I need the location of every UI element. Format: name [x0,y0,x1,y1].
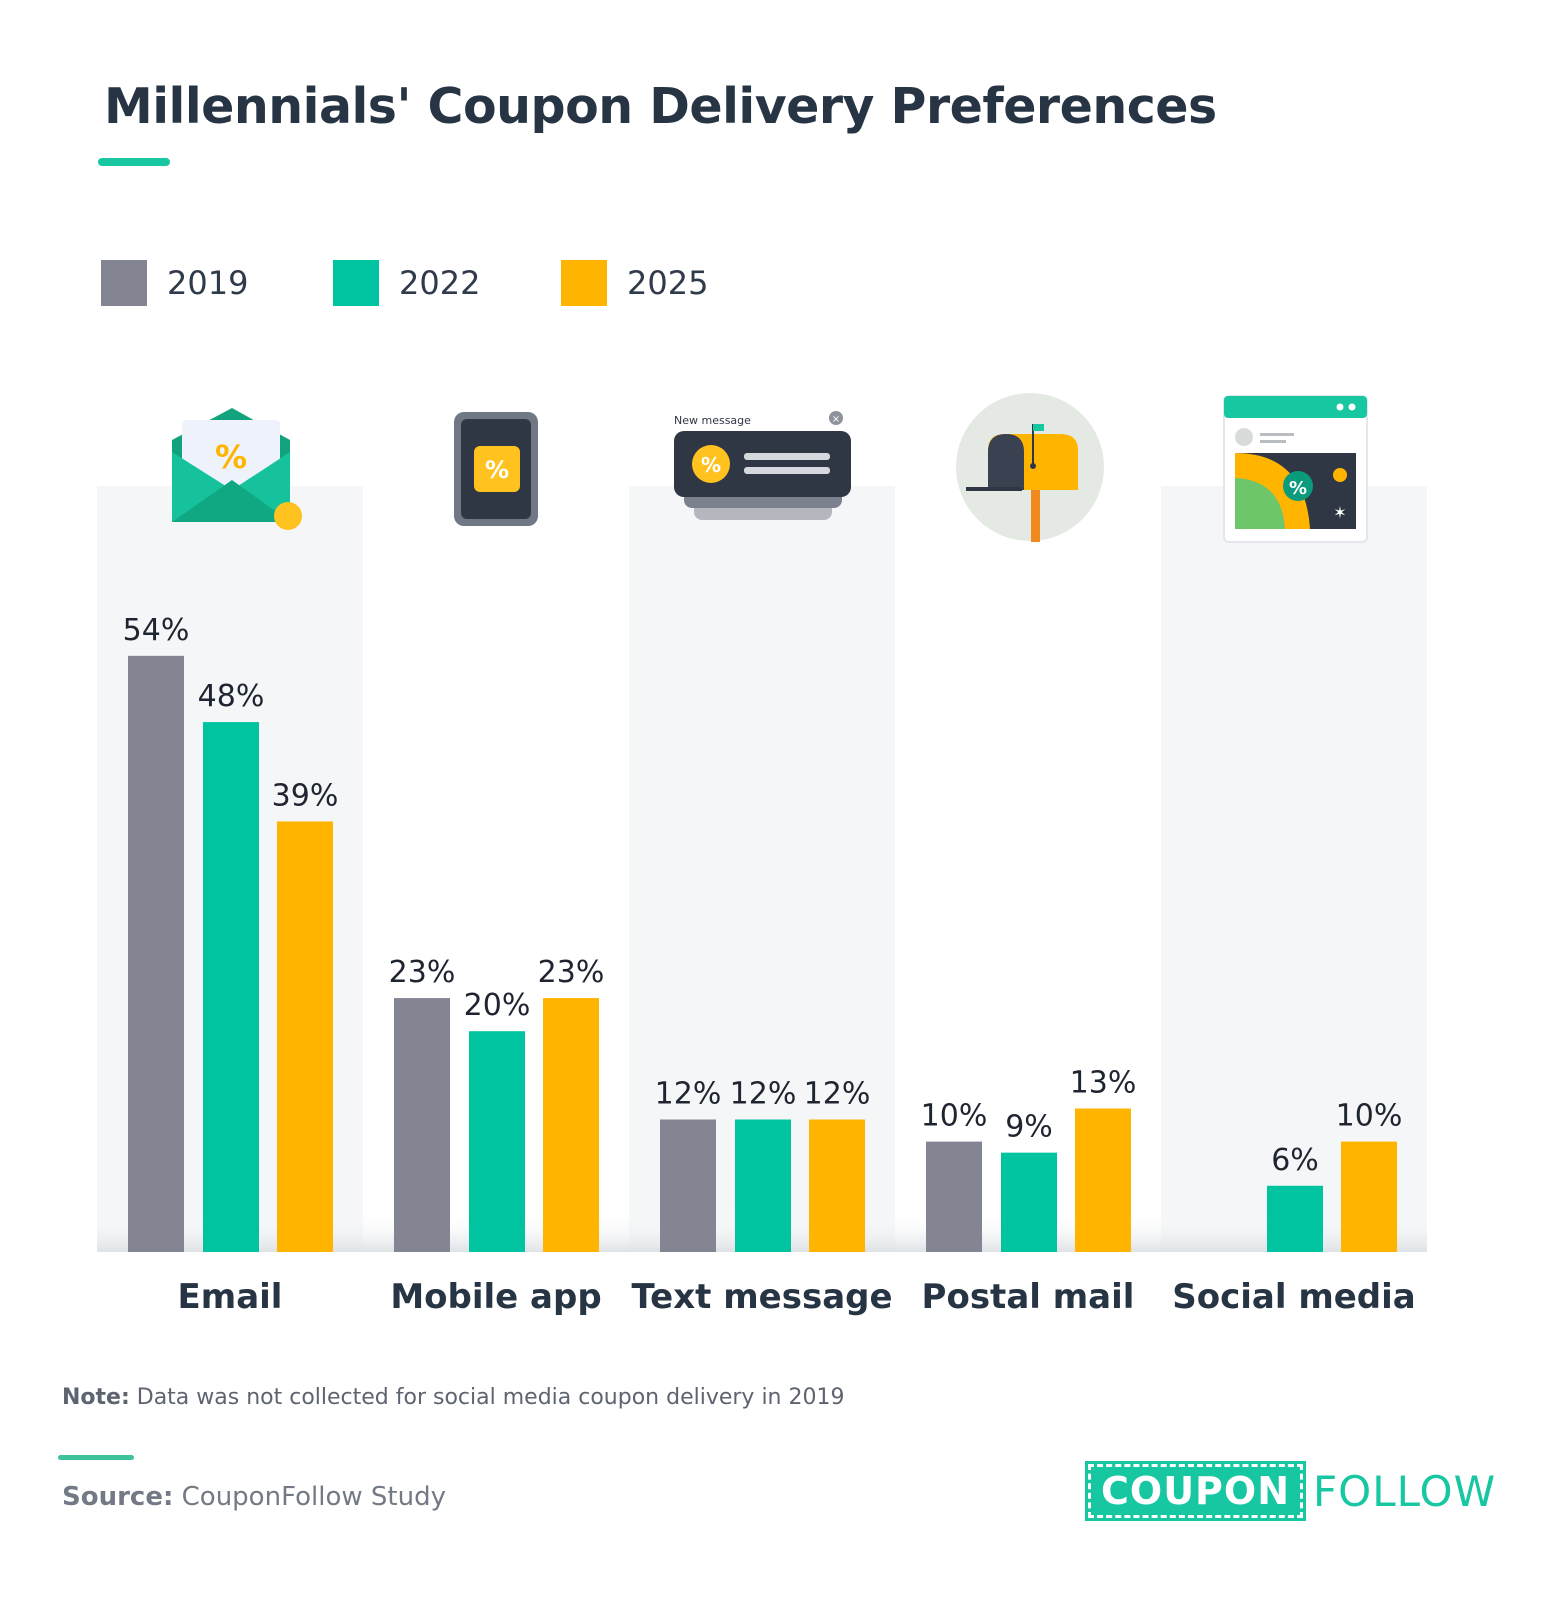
social-post-icon: % ✶ [1223,395,1368,543]
value-label-postal-mail-2019: 10% [921,1099,988,1134]
bar-social-media-2025 [1341,1141,1397,1252]
bar-postal-mail-2019 [926,1141,982,1252]
bar-email-2019 [128,655,184,1252]
category-label-social-media: Social media [1172,1277,1416,1317]
message-percent-text: % [701,453,721,477]
mailbox-icon [956,393,1104,542]
bar-text-message-2022 [735,1119,791,1252]
legend-label-2025: 2025 [627,264,709,302]
legend-swatch-2019 [101,260,147,306]
bar-text-message-2019 [660,1119,716,1252]
value-label-social-media-2025: 10% [1336,1099,1403,1134]
legend-item-2025: 2025 [561,260,708,306]
legend-label-2019: 2019 [167,264,249,302]
value-label-mobile-app-2022: 20% [464,988,531,1023]
logo-coupon-text: COUPON [1084,1461,1307,1521]
envelope-percent-text: % [215,438,247,476]
category-label-postal-mail: Postal mail [922,1277,1135,1317]
phone-coupon-icon: % [454,412,538,526]
category-label-text-message: Text message [631,1277,892,1317]
footnote: Note: Data was not collected for social … [62,1385,844,1410]
value-label-email-2022: 48% [198,679,265,714]
new-message-text: New message [674,414,751,427]
value-label-social-media-2022: 6% [1271,1143,1319,1178]
value-label-email-2019: 54% [123,613,190,648]
note-prefix: Note: [62,1385,130,1410]
value-label-email-2025: 39% [272,778,339,813]
legend-swatch-2025 [561,260,607,306]
category-panel-social-media [1161,486,1427,1252]
value-label-mobile-app-2025: 23% [538,955,605,990]
logo-follow-text: FOLLOW [1313,1466,1497,1516]
svg-text:✶: ✶ [1333,503,1346,522]
chart-title: Millennials' Coupon Delivery Preferences [104,78,1217,135]
legend-item-2019: 2019 [101,260,248,306]
phone-percent-text: % [485,456,509,484]
legend-swatch-2022 [333,260,379,306]
bar-postal-mail-2022 [1001,1152,1057,1252]
bar-social-media-2022 [1267,1185,1323,1252]
note-divider [58,1455,134,1460]
source-prefix: Source: [62,1482,174,1512]
text-message-coupon-icon: New message × % [674,411,851,520]
note-text: Data was not collected for social media … [129,1385,845,1410]
bar-text-message-2025 [809,1119,865,1252]
envelope-coupon-icon: % [172,408,302,530]
value-label-postal-mail-2022: 9% [1005,1110,1053,1145]
title-underline [98,158,170,166]
couponfollow-logo: COUPON FOLLOW [1084,1461,1497,1521]
bar-mobile-app-2025 [543,998,599,1252]
source-line: Source: CouponFollow Study [62,1482,446,1512]
bar-email-2022 [203,722,259,1252]
value-label-text-message-2019: 12% [655,1077,722,1112]
legend-item-2022: 2022 [333,260,480,306]
legend-label-2022: 2022 [399,264,481,302]
source-text: CouponFollow Study [173,1482,446,1512]
bar-mobile-app-2019 [394,998,450,1252]
value-label-mobile-app-2019: 23% [389,955,456,990]
bar-email-2025 [277,821,333,1252]
category-label-email: Email [178,1277,283,1317]
category-label-mobile-app: Mobile app [390,1277,601,1317]
bar-postal-mail-2025 [1075,1108,1131,1252]
value-label-postal-mail-2025: 13% [1070,1065,1137,1100]
bar-mobile-app-2022 [469,1031,525,1252]
svg-text:×: × [832,414,840,425]
value-label-text-message-2022: 12% [730,1077,797,1112]
value-label-text-message-2025: 12% [804,1077,871,1112]
social-percent-text: % [1289,478,1307,499]
